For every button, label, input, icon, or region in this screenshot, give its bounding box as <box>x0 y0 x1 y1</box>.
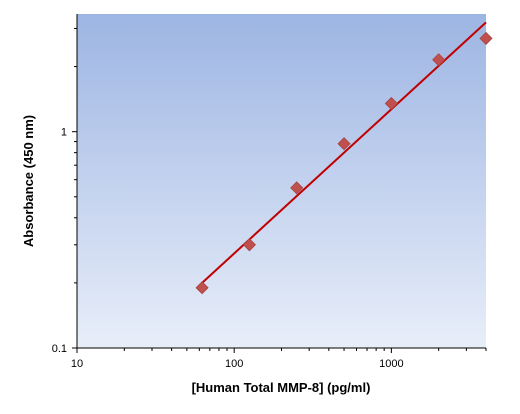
y-tick-label: 0.1 <box>52 343 67 355</box>
data-point-marker <box>479 31 493 45</box>
x-tick-label: 10 <box>71 358 83 370</box>
data-point-marker <box>195 281 209 295</box>
data-point-marker <box>337 137 351 151</box>
x-axis-title: [Human Total MMP-8] (pg/ml) <box>192 380 371 395</box>
data-point-marker <box>384 96 398 111</box>
data-point-marker <box>242 238 256 252</box>
y-tick-label: 1 <box>61 127 67 139</box>
x-tick-label: 1000 <box>379 358 403 370</box>
axes <box>72 14 487 353</box>
x-tick-label: 100 <box>225 358 243 370</box>
data-points <box>195 31 493 295</box>
data-point-marker <box>290 181 304 195</box>
tick-labels: 10 100 1000 0.1 1 <box>52 127 404 370</box>
y-axis-title: Absorbance (450 nm) <box>21 115 36 247</box>
data-point-marker <box>432 53 446 67</box>
plot-area <box>77 14 486 348</box>
